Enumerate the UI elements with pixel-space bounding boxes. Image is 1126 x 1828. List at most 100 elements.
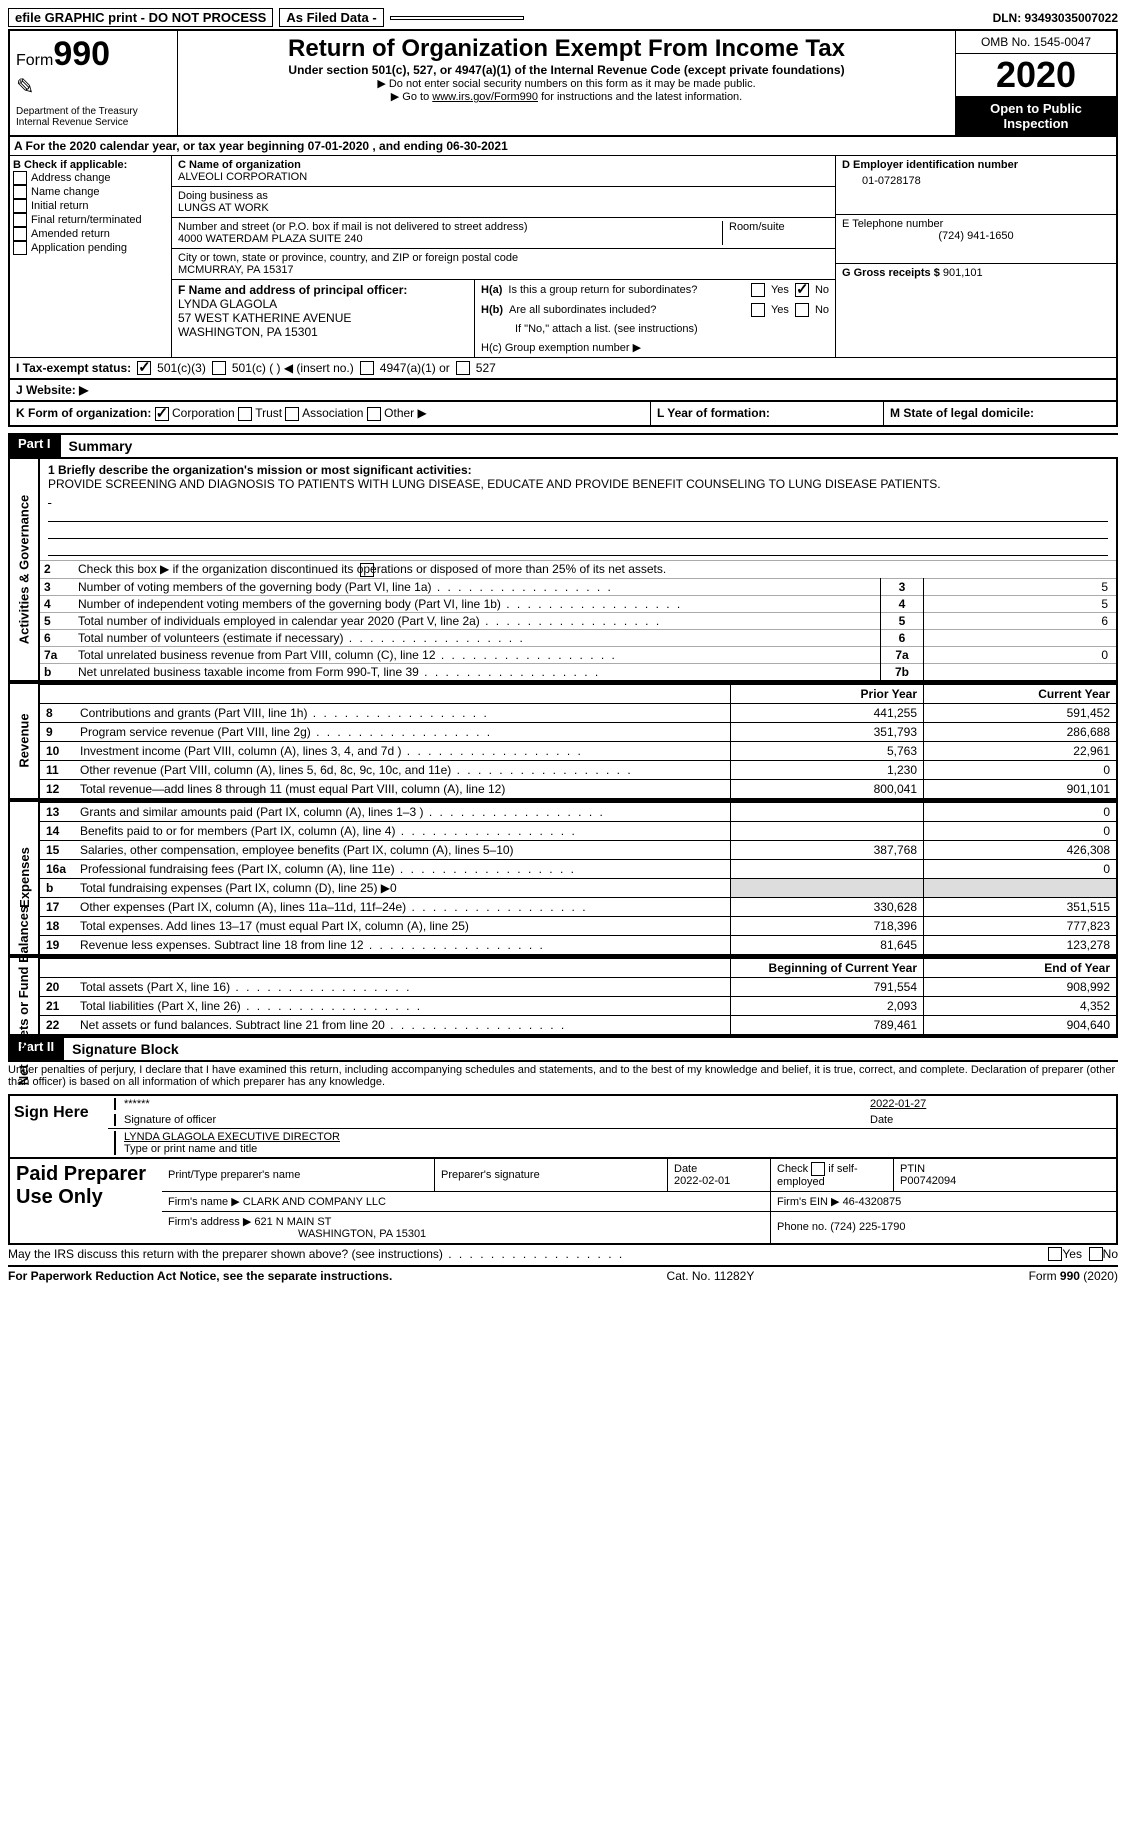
line-7a-text: Total unrelated business revenue from Pa… bbox=[74, 646, 881, 663]
current-year-header: Current Year bbox=[924, 684, 1117, 703]
line-8-current: 591,452 bbox=[924, 703, 1117, 722]
ein-value: 01-0728178 bbox=[842, 171, 1110, 187]
dept-label: Department of the Treasury Internal Reve… bbox=[16, 106, 171, 128]
section-a-tax-year: A For the 2020 calendar year, or tax yea… bbox=[8, 137, 1118, 156]
paperwork-notice: For Paperwork Reduction Act Notice, see … bbox=[8, 1269, 392, 1283]
checkbox-hb-no[interactable] bbox=[795, 303, 809, 317]
irs-link[interactable]: www.irs.gov/Form990 bbox=[432, 91, 538, 103]
preparer-name-header: Print/Type preparer's name bbox=[162, 1159, 435, 1192]
irs-discuss-label: May the IRS discuss this return with the… bbox=[8, 1247, 624, 1261]
line-16b-prior bbox=[731, 878, 924, 897]
line-5-value: 6 bbox=[924, 612, 1117, 629]
dba-value: LUNGS AT WORK bbox=[178, 202, 829, 214]
checkbox-discuss-no[interactable] bbox=[1089, 1247, 1103, 1261]
mission-text: PROVIDE SCREENING AND DIAGNOSIS TO PATIE… bbox=[48, 477, 1108, 491]
dba-label: Doing business as bbox=[178, 190, 829, 202]
line-15-text: Salaries, other compensation, employee b… bbox=[74, 840, 731, 859]
preparer-date-header: Date bbox=[674, 1163, 697, 1175]
line-17-prior: 330,628 bbox=[731, 897, 924, 916]
checkbox-line-2[interactable] bbox=[360, 563, 374, 577]
checkbox-hb-yes[interactable] bbox=[751, 303, 765, 317]
label-application-pending: Application pending bbox=[31, 242, 127, 254]
dln-label: DLN: 93493035007022 bbox=[993, 11, 1118, 25]
firm-name-label: Firm's name ▶ bbox=[168, 1196, 240, 1208]
line-14-prior bbox=[731, 821, 924, 840]
checkbox-association[interactable] bbox=[285, 407, 299, 421]
checkbox-other[interactable] bbox=[367, 407, 381, 421]
expenses-section: Expenses 13Grants and similar amounts pa… bbox=[8, 800, 1118, 956]
sign-here-block: Sign Here ****** 2022-01-27 Signature of… bbox=[8, 1094, 1118, 1159]
label-final-return: Final return/terminated bbox=[31, 214, 142, 226]
revenue-section: Revenue Prior YearCurrent Year 8Contribu… bbox=[8, 682, 1118, 800]
expenses-table: 13Grants and similar amounts paid (Part … bbox=[40, 802, 1116, 954]
phone-value: (724) 941-1650 bbox=[842, 230, 1110, 242]
part-i-label: Part I bbox=[8, 433, 61, 459]
firm-addr1: 621 N MAIN ST bbox=[254, 1216, 331, 1228]
checkbox-discuss-yes[interactable] bbox=[1048, 1247, 1062, 1261]
line-14-text: Benefits paid to or for members (Part IX… bbox=[74, 821, 731, 840]
activities-governance-section: Activities & Governance 1 Briefly descri… bbox=[8, 459, 1118, 682]
hc-label: H(c) Group exemption number ▶ bbox=[475, 338, 835, 357]
line-15-prior: 387,768 bbox=[731, 840, 924, 859]
end-year-header: End of Year bbox=[924, 958, 1117, 977]
label-527: 527 bbox=[476, 361, 496, 375]
checkbox-address-change[interactable] bbox=[13, 171, 27, 185]
ha-yes-label: Yes bbox=[771, 284, 789, 296]
checkbox-527[interactable] bbox=[456, 361, 470, 375]
checkbox-initial-return[interactable] bbox=[13, 199, 27, 213]
checkbox-self-employed[interactable] bbox=[811, 1162, 825, 1176]
line-20-current: 908,992 bbox=[924, 977, 1117, 996]
checkbox-amended-return[interactable] bbox=[13, 227, 27, 241]
signature-date: 2022-01-27 bbox=[870, 1098, 926, 1110]
line-16b-current bbox=[924, 878, 1117, 897]
line-7b-text: Net unrelated business taxable income fr… bbox=[74, 663, 881, 680]
prior-year-header: Prior Year bbox=[731, 684, 924, 703]
label-other: Other ▶ bbox=[384, 406, 427, 420]
line-8-prior: 441,255 bbox=[731, 703, 924, 722]
line-16a-current: 0 bbox=[924, 859, 1117, 878]
room-suite-label: Room/suite bbox=[729, 221, 829, 233]
top-bar: efile GRAPHIC print - DO NOT PROCESS As … bbox=[8, 8, 1118, 27]
form-word: Form bbox=[16, 52, 53, 69]
line-21-text: Total liabilities (Part X, line 26) bbox=[74, 996, 731, 1015]
row-k-l-m: K Form of organization: Corporation Trus… bbox=[8, 402, 1118, 427]
form-subtitle-1: Under section 501(c), 527, or 4947(a)(1)… bbox=[182, 63, 951, 77]
checkbox-name-change[interactable] bbox=[13, 185, 27, 199]
checkbox-corporation[interactable] bbox=[155, 407, 169, 421]
as-filed-blank bbox=[390, 16, 524, 20]
checkbox-ha-yes[interactable] bbox=[751, 283, 765, 297]
officer-name: LYNDA GLAGOLA bbox=[178, 297, 468, 311]
line-3-text: Number of voting members of the governin… bbox=[74, 578, 881, 595]
line-8-text: Contributions and grants (Part VIII, lin… bbox=[74, 703, 731, 722]
beginning-year-header: Beginning of Current Year bbox=[731, 958, 924, 977]
street-value: 4000 WATERDAM PLAZA SUITE 240 bbox=[178, 233, 722, 245]
line-11-text: Other revenue (Part VIII, column (A), li… bbox=[74, 760, 731, 779]
line-4-text: Number of independent voting members of … bbox=[74, 595, 881, 612]
checkbox-ha-no[interactable] bbox=[795, 283, 809, 297]
preparer-table: Print/Type preparer's name Preparer's si… bbox=[162, 1159, 1116, 1243]
sign-here-label: Sign Here bbox=[10, 1096, 108, 1157]
hb-note: If "No," attach a list. (see instruction… bbox=[475, 320, 835, 338]
checkbox-501c[interactable] bbox=[212, 361, 226, 375]
officer-addr1: 57 WEST KATHERINE AVENUE bbox=[178, 311, 468, 325]
form-of-org-label: K Form of organization: bbox=[16, 406, 151, 420]
checkbox-501c3[interactable] bbox=[137, 361, 151, 375]
checkbox-application-pending[interactable] bbox=[13, 241, 27, 255]
part-ii-header: Part II Signature Block bbox=[8, 1036, 1118, 1062]
firm-phone-label: Phone no. bbox=[777, 1221, 827, 1233]
line-22-current: 904,640 bbox=[924, 1015, 1117, 1034]
checkbox-final-return[interactable] bbox=[13, 213, 27, 227]
line-16a-prior bbox=[731, 859, 924, 878]
form-subtitle-2: ▶ Do not enter social security numbers o… bbox=[182, 77, 951, 90]
label-initial-return: Initial return bbox=[31, 200, 88, 212]
line-12-text: Total revenue—add lines 8 through 11 (mu… bbox=[74, 779, 731, 798]
checkbox-4947[interactable] bbox=[360, 361, 374, 375]
open-to-public: Open to Public Inspection bbox=[956, 97, 1116, 135]
checkbox-trust[interactable] bbox=[238, 407, 252, 421]
line-13-current: 0 bbox=[924, 802, 1117, 821]
firm-name: CLARK AND COMPANY LLC bbox=[243, 1196, 386, 1208]
signature-date-label: Date bbox=[870, 1114, 1110, 1126]
paid-preparer-block: Paid Preparer Use Only Print/Type prepar… bbox=[8, 1159, 1118, 1245]
line-9-text: Program service revenue (Part VIII, line… bbox=[74, 722, 731, 741]
ptin-header: PTIN bbox=[900, 1163, 925, 1175]
